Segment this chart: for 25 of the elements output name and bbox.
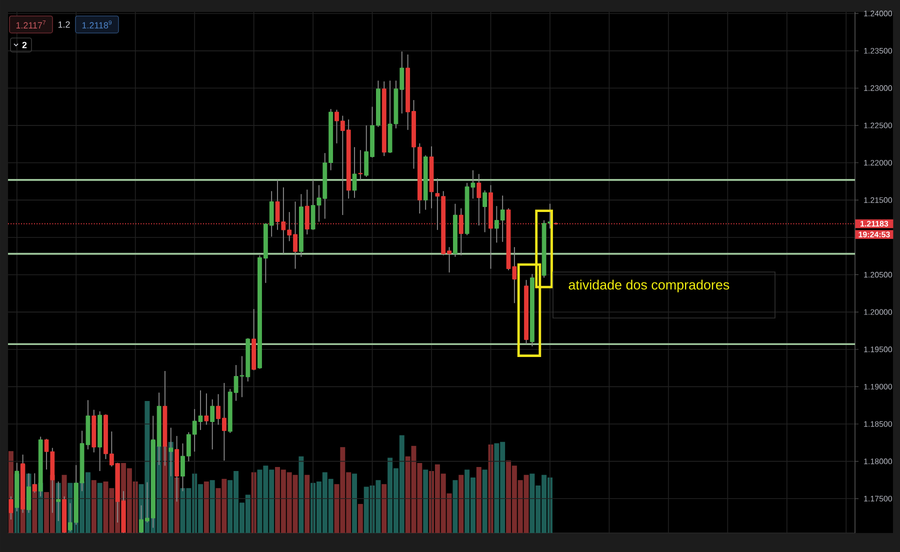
candlestick — [204, 392, 209, 426]
annotation: atividade dos compradores — [568, 280, 730, 292]
bar — [382, 484, 387, 533]
candlestick — [482, 190, 488, 233]
bar — [352, 474, 357, 533]
bar — [304, 474, 310, 533]
bar — [482, 470, 488, 533]
candlestick — [352, 146, 357, 198]
bar — [298, 456, 304, 533]
bar — [97, 482, 102, 533]
bar — [358, 504, 363, 533]
bar — [452, 480, 458, 533]
bar — [423, 470, 428, 533]
annotation: 1.2118$^{9}$ — [82, 20, 112, 29]
annotation: 2 — [22, 42, 27, 48]
candlestick — [358, 150, 363, 180]
candlestick — [210, 398, 215, 450]
bar — [91, 480, 96, 533]
annotation: 1.2117$^{7}$ — [16, 20, 46, 28]
bar — [476, 466, 482, 533]
candlestick — [8, 496, 14, 520]
annotation: 1.2 — [58, 21, 70, 28]
bar — [210, 480, 215, 533]
bar — [204, 482, 209, 533]
bar — [458, 474, 464, 533]
